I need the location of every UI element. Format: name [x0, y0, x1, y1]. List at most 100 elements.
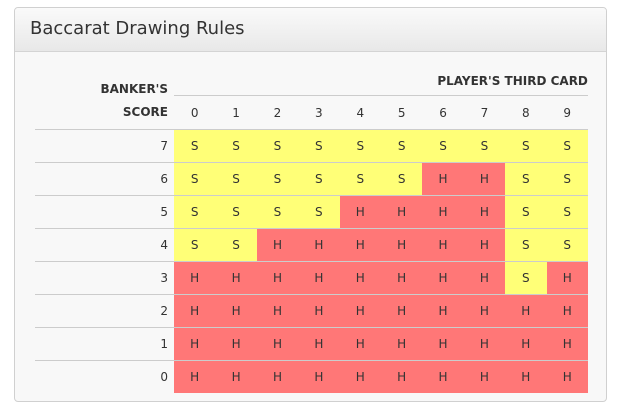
rule-cell: H — [422, 327, 464, 361]
banker-label-2: SCORE — [35, 95, 174, 130]
rule-cell: H — [215, 261, 257, 295]
column-header: 3 — [298, 95, 340, 130]
rule-cell: H — [463, 195, 506, 229]
banker-label-1: BANKER'S — [100, 81, 168, 96]
rule-cell: H — [422, 261, 464, 295]
column-header: 0 — [174, 95, 216, 130]
player-third-card-label: PLAYER'S THIRD CARD — [174, 67, 588, 96]
rule-cell: H — [174, 261, 216, 295]
rule-cell: H — [463, 228, 506, 262]
rule-cell: S — [298, 162, 340, 196]
rule-cell: H — [298, 327, 340, 361]
rule-cell: H — [422, 228, 464, 262]
rule-cell: H — [215, 294, 257, 328]
rule-cell: S — [546, 129, 588, 163]
rule-cell: S — [256, 162, 299, 196]
banker-score: 6 — [35, 162, 174, 196]
rule-cell: S — [256, 129, 299, 163]
rule-cell: H — [505, 327, 547, 361]
rule-cell: H — [339, 327, 381, 361]
rule-cell: H — [463, 327, 506, 361]
rule-cell: S — [546, 162, 588, 196]
banker-score: 4 — [35, 228, 174, 262]
rule-cell: S — [546, 228, 588, 262]
rule-cell: H — [339, 294, 381, 328]
rule-cell: H — [463, 360, 506, 393]
rule-cell: S — [215, 195, 257, 229]
rule-cell: H — [380, 228, 423, 262]
rule-cell: S — [505, 195, 547, 229]
rule-cell: S — [380, 129, 423, 163]
panel-header: Baccarat Drawing Rules — [15, 8, 606, 52]
rule-cell: H — [256, 327, 299, 361]
banker-score: 7 — [35, 129, 174, 163]
column-header: 2 — [256, 95, 299, 130]
rule-cell: H — [298, 360, 340, 393]
rule-cell: H — [422, 195, 464, 229]
rule-cell: H — [463, 294, 506, 328]
column-header: 7 — [463, 95, 506, 130]
rule-cell: H — [505, 294, 547, 328]
column-header: 8 — [505, 95, 547, 130]
rule-cell: H — [256, 294, 299, 328]
rule-cell: S — [215, 129, 257, 163]
rule-cell: H — [298, 228, 340, 262]
rule-cell: H — [256, 360, 299, 393]
rule-cell: S — [505, 162, 547, 196]
rule-cell: H — [546, 360, 588, 393]
rule-cell: H — [256, 261, 299, 295]
rule-cell: S — [422, 129, 464, 163]
panel-title: Baccarat Drawing Rules — [30, 18, 245, 39]
column-header: 5 — [380, 95, 423, 130]
banker-score: 5 — [35, 195, 174, 229]
rule-cell: H — [339, 261, 381, 295]
rule-cell: S — [174, 129, 216, 163]
rule-cell: S — [505, 228, 547, 262]
rule-cell: H — [463, 162, 506, 196]
column-header: 6 — [422, 95, 464, 130]
rule-cell: S — [174, 195, 216, 229]
rule-cell: H — [215, 327, 257, 361]
rule-cell: H — [380, 195, 423, 229]
rule-cell: S — [505, 129, 547, 163]
rule-cell: H — [339, 195, 381, 229]
rule-cell: H — [339, 228, 381, 262]
rule-cell: H — [546, 261, 588, 295]
rule-cell: H — [339, 360, 381, 393]
rule-cell: S — [174, 162, 216, 196]
banker-score: 2 — [35, 294, 174, 328]
column-header: 4 — [339, 95, 381, 130]
rule-cell: H — [380, 294, 423, 328]
rule-cell: H — [380, 327, 423, 361]
rule-cell: S — [505, 261, 547, 295]
column-header: 1 — [215, 95, 257, 130]
column-header: 9 — [546, 95, 588, 130]
rule-cell: S — [174, 228, 216, 262]
banker-score: 3 — [35, 261, 174, 295]
rule-cell: S — [339, 129, 381, 163]
rule-cell: S — [215, 162, 257, 196]
rule-cell: H — [380, 360, 423, 393]
rule-cell: H — [174, 294, 216, 328]
rule-cell: H — [380, 261, 423, 295]
rule-cell: H — [174, 327, 216, 361]
rule-cell: H — [422, 360, 464, 393]
rule-cell: S — [215, 228, 257, 262]
rule-cell: S — [298, 195, 340, 229]
rule-cell: S — [463, 129, 506, 163]
rule-cell: H — [463, 261, 506, 295]
rule-cell: H — [422, 294, 464, 328]
banker-score: 0 — [35, 360, 174, 393]
rule-cell: S — [546, 195, 588, 229]
rule-cell: S — [339, 162, 381, 196]
rule-cell: H — [298, 261, 340, 295]
rule-cell: S — [298, 129, 340, 163]
drawing-rules-panel: Baccarat Drawing Rules BANKER'S PLAYER'S… — [14, 7, 607, 402]
